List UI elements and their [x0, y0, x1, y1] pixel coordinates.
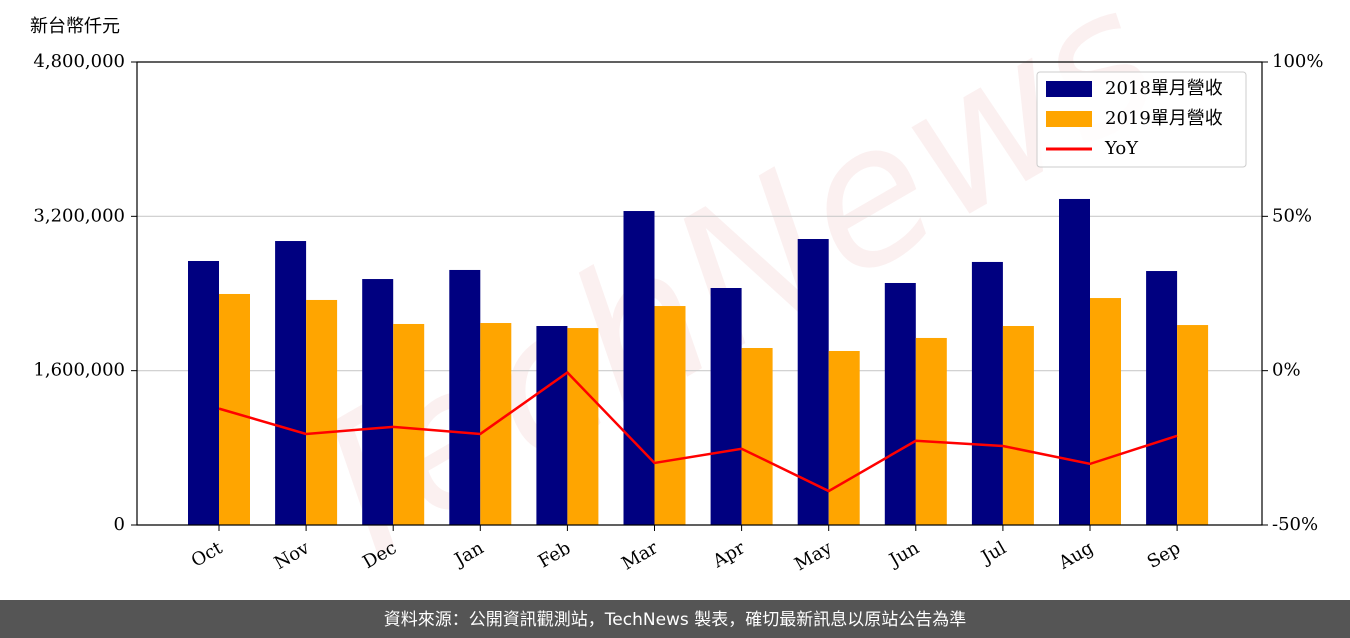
bar — [536, 326, 568, 525]
bar — [828, 350, 860, 525]
bar — [188, 260, 219, 525]
x-tick-label: Jun — [884, 537, 923, 572]
bar — [1090, 298, 1121, 525]
y-axis-label: 新台幣仟元 — [30, 16, 120, 37]
bar — [1146, 271, 1178, 525]
bar — [884, 282, 916, 525]
legend-label: YoY — [1104, 138, 1139, 159]
x-tick-label: Oct — [188, 537, 227, 572]
bar — [362, 279, 394, 525]
x-tick-label: May — [791, 537, 836, 575]
line — [218, 370, 1178, 493]
legend-swatch — [1046, 81, 1092, 97]
y-tick-label: 1,600,000 — [33, 360, 125, 381]
footer-bar — [0, 600, 1350, 638]
x-tick-label: Nov — [271, 537, 314, 574]
x-tick-label: Jul — [976, 537, 1010, 569]
bar — [449, 269, 481, 525]
bar — [1177, 325, 1209, 525]
bar — [567, 328, 599, 525]
footer: 資料來源：公開資訊觀測站，TechNews 製表，確切最新訊息以原站公告為準 — [384, 610, 966, 630]
y2-tick-label: 100% — [1272, 51, 1323, 72]
bar — [654, 306, 686, 525]
y-tick-label: 0 — [114, 514, 125, 535]
x-tick-label: Apr — [709, 537, 749, 572]
bar — [741, 347, 773, 525]
y2-tick-label: 50% — [1272, 205, 1312, 226]
x-tick-label: Aug — [1054, 537, 1097, 574]
legend-label: 2018單月營收 — [1105, 78, 1223, 99]
bar — [393, 323, 425, 525]
y-tick-label: 4,800,000 — [33, 51, 125, 72]
bar — [1002, 326, 1034, 525]
bar — [971, 261, 1003, 525]
plot-frame — [136, 61, 1263, 526]
bar — [306, 299, 338, 525]
bar — [915, 337, 947, 525]
y2-tick-label: -50% — [1272, 514, 1318, 535]
legend-label: 2019單月營收 — [1105, 108, 1223, 129]
bar — [1059, 198, 1090, 526]
x-tick-label: Sep — [1144, 537, 1184, 572]
bar — [275, 241, 307, 525]
y-tick-label: 3,200,000 — [33, 205, 125, 226]
x-tick-label: Feb — [535, 537, 575, 572]
bar — [797, 239, 829, 525]
y2-tick-label: 0% — [1272, 360, 1301, 381]
bar — [623, 211, 655, 525]
bar — [710, 288, 742, 525]
legend-swatch — [1046, 111, 1092, 127]
x-tick-label: Mar — [618, 537, 662, 574]
